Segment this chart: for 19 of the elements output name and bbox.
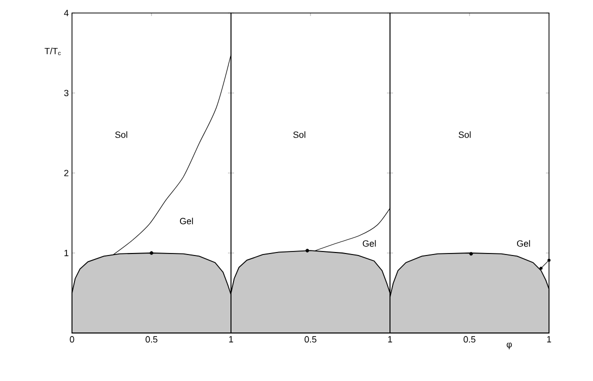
x-tick-label: 0.5 — [464, 336, 476, 343]
x-axis-title: φ — [506, 342, 512, 350]
y-tick-label: 3 — [64, 90, 68, 96]
x-tick-label: 1 — [229, 336, 234, 342]
x-tick-label: 0.5 — [304, 336, 316, 343]
annotation: Gel — [180, 218, 193, 224]
x-tick-label: 1 — [388, 336, 392, 342]
x-tick-label: 0 — [70, 336, 74, 343]
annotation: Gel — [517, 240, 530, 247]
y-axis-title: T/T$_{c}$ — [44, 48, 61, 56]
y-tick-label: 1 — [64, 250, 68, 256]
annotation: Gel — [362, 240, 376, 247]
y-tick-label: 2 — [64, 170, 68, 176]
x-tick-label: 0.5 — [146, 336, 158, 343]
x-tick-label: 1 — [547, 336, 552, 342]
annotation: Sol — [458, 131, 471, 138]
y-tick-label: 4 — [64, 10, 69, 16]
annotation: Sol — [293, 131, 306, 138]
annotation: Sol — [115, 131, 128, 138]
